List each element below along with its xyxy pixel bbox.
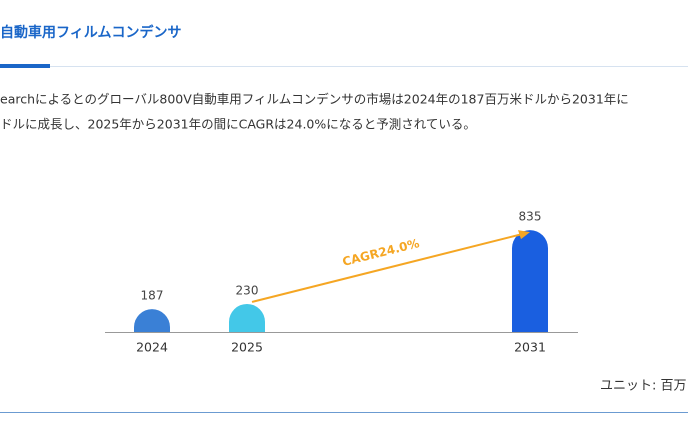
value-label: 187 [141,289,164,303]
cagr-arrow [251,233,523,303]
bar [229,303,265,332]
value-label: 835 [519,210,542,224]
paragraph-line: ドルに成長し、2025年から2031年の間にCAGRは24.0%になると予測され… [0,117,476,132]
cagr-annotation: CAGR24.0% [341,236,421,269]
cagr-arrowhead [518,230,530,240]
unit-label: ユニット: 百万 [600,379,687,394]
value-label: 230 [236,283,259,297]
section-title: 自動車用フィルムコンデンサ [0,24,181,41]
bar [512,230,548,332]
bar [134,309,170,332]
x-tick-label: 2024 [136,340,168,355]
header-accent [0,64,50,68]
paragraph-line: earchによるとのグローバル800V自動車用フィルムコンデンサの市場は2024… [0,92,629,107]
x-tick-label: 2031 [514,340,546,355]
x-tick-label: 2025 [231,340,263,355]
